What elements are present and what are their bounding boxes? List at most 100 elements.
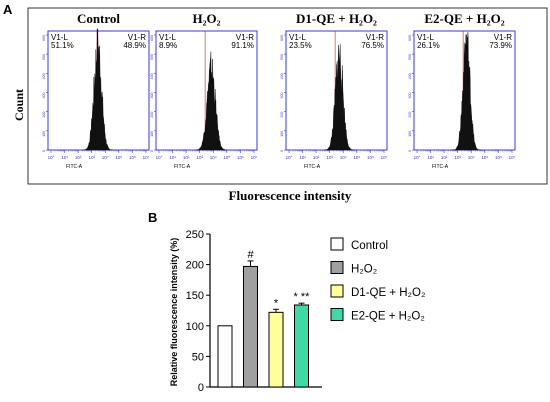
x-tick-label: 10¹ <box>169 155 176 160</box>
x-tick-label: 10² <box>441 155 448 160</box>
y-tick-label: 0 <box>198 382 204 394</box>
x-tick-label: 10³ <box>326 155 333 160</box>
y-tick-label: 100 <box>42 131 46 137</box>
y-tick-label: 600 <box>280 35 284 41</box>
y-tick-label: 200 <box>186 260 204 272</box>
legend-swatch <box>330 284 344 298</box>
y-tick-label: 400 <box>150 73 154 79</box>
histogram-title: Control <box>77 11 120 26</box>
x-tick-label: 10⁴ <box>102 155 109 160</box>
x-tick-label: 10⁵ <box>223 155 230 160</box>
legend-label: E2-QE + H₂O₂ <box>351 311 425 323</box>
histogram-title: E2-QE + H₂O₂ <box>424 11 504 26</box>
legend-label: H₂O₂ <box>351 264 377 276</box>
x-tick-label: 10² <box>313 155 320 160</box>
x-tick-label: 10⁷ <box>381 155 388 160</box>
x-axis-label: FITC-A <box>432 164 449 170</box>
y-tick-label: 100 <box>150 131 154 137</box>
y-tick-label: 600 <box>408 35 412 41</box>
y-tick-label: 0 <box>150 150 154 152</box>
histogram-curve <box>82 28 113 151</box>
legend-swatch <box>330 261 344 274</box>
y-tick-label: 100 <box>186 321 204 333</box>
bar <box>294 304 309 388</box>
legend-swatch <box>330 237 344 251</box>
y-tick-label: 300 <box>408 93 412 99</box>
x-tick-label: 10¹ <box>299 155 306 160</box>
y-tick-label: 500 <box>150 54 154 60</box>
y-tick-label: 0 <box>408 150 412 152</box>
y-tick-label: 150 <box>186 290 204 302</box>
gate-left-percent: 8.9% <box>159 41 177 50</box>
gate-right-label: V1-R <box>494 33 512 42</box>
legend-label: D1-QE + H₂O₂ <box>351 287 425 299</box>
y-tick-label: 50 <box>192 351 204 363</box>
x-tick-label: 10⁶ <box>237 155 244 160</box>
y-tick-label: 300 <box>280 93 284 99</box>
gate-right-percent: 73.9% <box>489 41 512 50</box>
y-tick-label: 300 <box>150 93 154 99</box>
x-tick-label: 10° <box>156 155 163 160</box>
histogram-curve <box>324 43 355 151</box>
bar <box>243 265 258 388</box>
y-tick-label: 250 <box>186 229 204 241</box>
y-tick-label: 200 <box>280 112 284 118</box>
panel-a-xlabel: Fluorescence intensity <box>229 188 352 203</box>
x-tick-label: 10⁶ <box>495 155 502 160</box>
panel-a-frame <box>27 7 548 185</box>
significance-mark: * ** <box>294 291 311 303</box>
panel-a-ylabel: Count <box>12 89 26 121</box>
panel-b-label: B <box>148 210 157 225</box>
histogram-title: D1-QE + H₂O₂ <box>296 11 377 26</box>
y-tick-label: 100 <box>408 131 412 137</box>
x-tick-label: 10³ <box>88 155 95 160</box>
gate-right-label: V1-R <box>236 33 254 42</box>
x-tick-label: 10⁵ <box>353 155 360 160</box>
y-tick-label: 500 <box>280 54 284 60</box>
x-tick-label: 10⁴ <box>210 155 217 160</box>
x-tick-label: 10³ <box>196 155 203 160</box>
gate-left-label: V1-L <box>159 33 176 42</box>
gate-left-label: V1-L <box>51 33 68 42</box>
x-tick-label: 10° <box>48 155 55 160</box>
y-tick-label: 400 <box>408 73 412 79</box>
gate-right-percent: 91.1% <box>231 41 254 50</box>
histogram-panel: E2-QE + H₂O₂ 0 100 200 300 400 500 600 10° 10¹ 10²… <box>408 11 516 170</box>
x-tick-label: 10² <box>183 155 190 160</box>
legend-swatch <box>330 308 344 321</box>
y-tick-label: 400 <box>280 73 284 79</box>
y-tick-label: 600 <box>150 35 154 41</box>
x-tick-label: 10⁶ <box>367 155 374 160</box>
y-tick-label: 500 <box>42 54 46 60</box>
gate-left-label: V1-L <box>417 33 434 42</box>
histogram-curve <box>196 51 227 151</box>
gate-right-label: V1-R <box>128 33 146 42</box>
histogram-title: H₂O₂ <box>192 11 220 26</box>
x-tick-label: 10⁴ <box>340 155 347 160</box>
gate-left-percent: 51.1% <box>51 41 74 50</box>
y-tick-label: 500 <box>408 54 412 60</box>
gate-left-label: V1-L <box>289 33 306 42</box>
x-tick-label: 10² <box>75 155 82 160</box>
legend-label: Control <box>351 240 388 252</box>
y-tick-label: 400 <box>42 73 46 79</box>
gate-left-percent: 23.5% <box>289 41 312 50</box>
panel-a-label: A <box>3 2 13 17</box>
histogram-panel: D1-QE + H₂O₂ 0 100 200 300 400 500 600 10° 10¹ 10²… <box>280 11 388 170</box>
x-tick-label: 10⁵ <box>115 155 122 160</box>
x-tick-label: 10³ <box>454 155 461 160</box>
gate-right-percent: 76.5% <box>361 41 384 50</box>
y-tick-label: 600 <box>42 35 46 41</box>
x-tick-label: 10¹ <box>427 155 434 160</box>
bar <box>268 311 284 388</box>
gate-right-label: V1-R <box>366 33 384 42</box>
histogram-curve <box>451 32 482 151</box>
y-tick-label: 0 <box>280 150 284 152</box>
y-tick-label: 300 <box>42 93 46 99</box>
bar <box>217 325 233 388</box>
significance-mark: * <box>274 297 279 309</box>
histogram-panel: H₂O₂ 0 100 200 300 400 500 600 10° 10¹ 10² 10³ 10⁴ 10… <box>150 11 258 170</box>
histogram-panel: Control 0 100 200 300 400 500 600 10° 10¹ 10² 10³ 10… <box>42 11 150 170</box>
x-tick-label: 10° <box>286 155 293 160</box>
